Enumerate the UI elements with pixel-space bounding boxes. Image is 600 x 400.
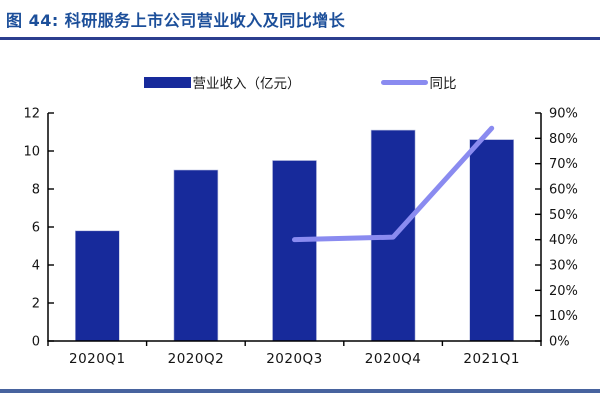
figure-title: 图 44: 科研服务上市公司营业收入及同比增长 — [6, 11, 346, 30]
bar-2020Q1 — [75, 230, 120, 342]
chart-legend: 营业收入（亿元） 同比 — [0, 72, 600, 92]
right-tick-label: 50% — [549, 208, 578, 223]
left-tick-label: 10 — [23, 145, 40, 160]
right-tick-label: 80% — [549, 132, 578, 147]
x-label-2020Q3: 2020Q3 — [266, 351, 323, 367]
left-tick-label: 6 — [32, 221, 40, 236]
right-tick-label: 0% — [549, 335, 570, 350]
yoy-line — [292, 125, 495, 243]
right-tick-label: 70% — [549, 157, 578, 172]
right-tick-label: 40% — [549, 233, 578, 248]
left-tick-label: 12 — [23, 107, 40, 122]
right-tick-label: 10% — [549, 309, 578, 324]
left-tick-label: 8 — [32, 183, 40, 198]
footer-rule — [0, 389, 600, 393]
left-tick-label: 4 — [32, 259, 40, 274]
legend-label-yoy: 同比 — [429, 76, 457, 92]
line-swatch-icon — [380, 79, 428, 85]
legend-label-revenue: 营业收入（亿元） — [192, 76, 301, 92]
title-underline — [0, 37, 600, 40]
x-label-2020Q2: 2020Q2 — [168, 351, 225, 367]
bar-2020Q3 — [272, 160, 317, 342]
right-tick-label: 30% — [549, 259, 578, 274]
x-label-2020Q4: 2020Q4 — [365, 351, 422, 367]
bar-swatch-icon — [143, 76, 191, 88]
bar-2020Q2 — [173, 169, 219, 342]
left-tick-label: 0 — [32, 335, 40, 350]
legend-item-yoy: 同比 — [380, 72, 457, 92]
x-label-2020Q1: 2020Q1 — [69, 351, 126, 367]
right-tick-label: 60% — [549, 183, 578, 198]
left-tick-label: 2 — [32, 297, 40, 312]
right-tick-label: 20% — [549, 284, 578, 299]
legend-item-revenue: 营业收入（亿元） — [143, 72, 301, 92]
x-label-2021Q1: 2021Q1 — [463, 351, 520, 367]
right-tick-label: 90% — [549, 107, 578, 122]
bar-2021Q1 — [469, 139, 515, 342]
